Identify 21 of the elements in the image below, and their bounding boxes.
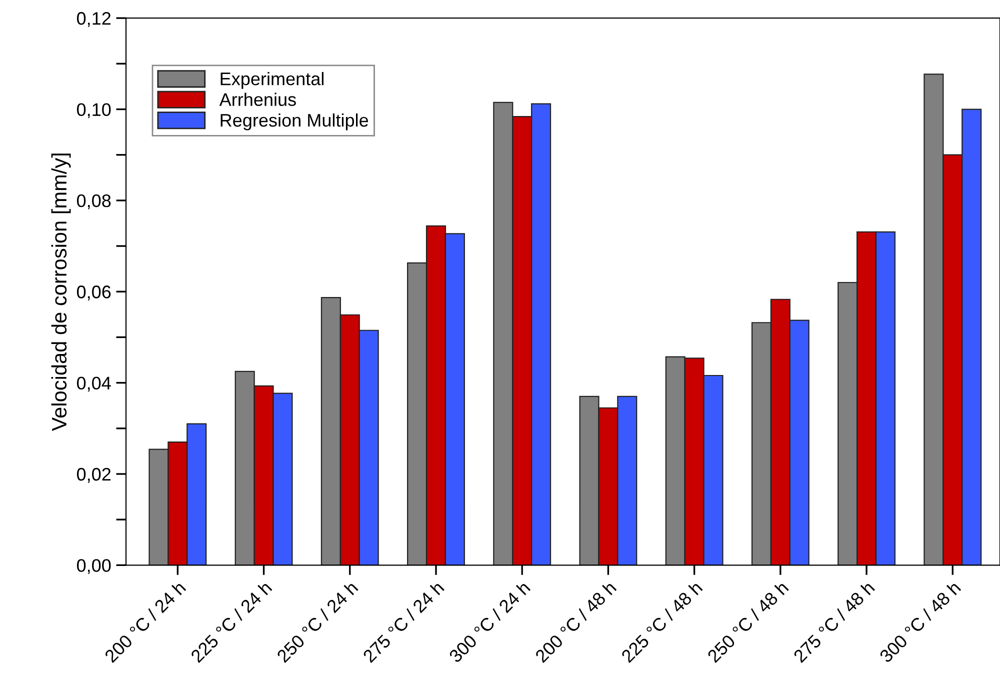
- legend-label: Regresion Multiple: [220, 113, 368, 130]
- x-tick-label: 200 °C / 24 h: [104, 580, 186, 664]
- x-tick-label: 225 °C / 24 h: [190, 580, 272, 664]
- x-tick-label: 275 °C / 24 h: [362, 580, 445, 664]
- y-tick-label: 0,02: [76, 468, 111, 483]
- y-tick-label: 0,06: [76, 286, 111, 300]
- y-tick-label: 0,08: [76, 194, 111, 210]
- x-tick-label: 250 °C / 24 h: [276, 580, 358, 664]
- y-tick-label: 0,12: [76, 12, 111, 27]
- x-tick-label: 300 °C / 24 h: [448, 580, 531, 664]
- x-tick-label: 200 °C / 48 h: [534, 580, 617, 664]
- y-tick-label: 0,00: [76, 559, 111, 574]
- y-tick-label: 0,10: [76, 103, 111, 118]
- x-tick-label: 250 °C / 48 h: [706, 580, 789, 664]
- legend-label: Arrhenius: [219, 92, 296, 106]
- x-tick-label: 300 °C / 48 h: [878, 580, 962, 664]
- y-axis-title: Velocidad de corrosion [mm/y]: [51, 154, 71, 432]
- x-tick-label: 275 °C / 48 h: [792, 580, 876, 664]
- x-tick-label: 225 °C / 48 h: [620, 580, 703, 664]
- y-tick-label: 0,04: [76, 376, 111, 392]
- legend-label: Experimental: [220, 72, 324, 89]
